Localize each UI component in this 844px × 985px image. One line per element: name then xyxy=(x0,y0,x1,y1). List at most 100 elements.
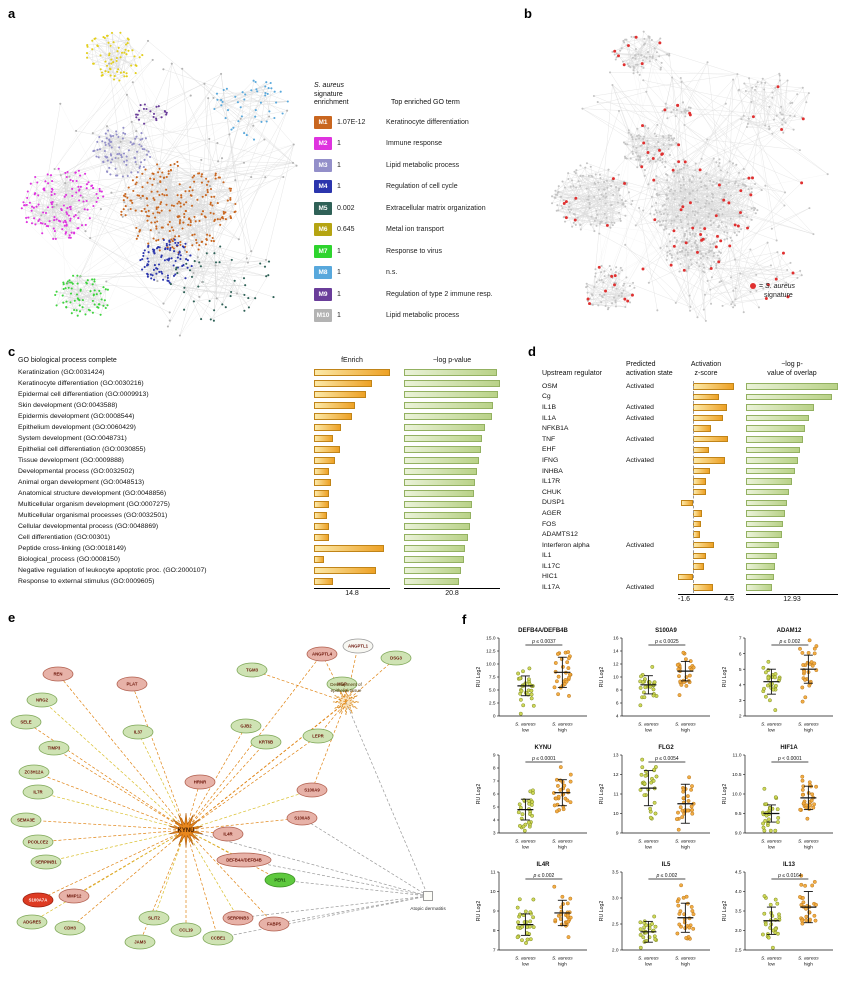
zscore-cell xyxy=(678,381,734,392)
logp-bar-cell xyxy=(404,369,500,376)
logp-bar-cell xyxy=(404,479,500,486)
module-row: M9 1 Regulation of type 2 immune resp. xyxy=(314,284,528,306)
dots-high xyxy=(798,774,819,821)
overlap-bar xyxy=(746,510,786,517)
regulator-row: DUSP1 xyxy=(542,498,842,509)
module-enrichment: 0.645 xyxy=(337,226,355,234)
gene-node: FABP5 xyxy=(258,916,290,932)
regulator-row: IL1B Activated xyxy=(542,402,842,413)
gene-node: SERPINB3 xyxy=(222,910,254,926)
module-enrichment: 1 xyxy=(337,140,341,148)
go-term-label: Biological_process (GO:0008150) xyxy=(18,556,121,563)
panel-f-label: f xyxy=(462,612,467,627)
overlap-cell xyxy=(746,573,838,581)
logp-bar-cell xyxy=(404,380,500,387)
logp-bar-cell xyxy=(404,435,500,442)
dots-high xyxy=(798,638,819,704)
zscore-bar xyxy=(692,393,720,401)
go-term-row: Keratinocyte differentiation (GO:0030216… xyxy=(18,378,518,389)
fenrich-bar-cell xyxy=(314,435,390,442)
go-term-row: Keratinization (GO:0031424) xyxy=(18,367,518,378)
species-name: S. aureus xyxy=(765,283,796,290)
svg-text:5.0: 5.0 xyxy=(489,688,496,694)
svg-text:S100A7A: S100A7A xyxy=(29,898,48,903)
overlap-cell xyxy=(746,383,838,390)
logp-bar xyxy=(404,457,479,464)
logp-column-header: −log p-value xyxy=(432,357,472,364)
go-term-label: Response to external stimulus (GO:000960… xyxy=(18,578,155,585)
svg-text:15.0: 15.0 xyxy=(486,636,496,642)
go-term-row: Cell differentiation (GO:00301) xyxy=(18,532,518,543)
module-chip-m9: M9 xyxy=(314,287,332,301)
go-enrichment-chart: GO biological process complete fEnrich −… xyxy=(18,352,518,597)
go-term-row: Tissue development (GO:0009888) xyxy=(18,455,518,466)
gene-node: SLIT2 xyxy=(138,910,170,926)
svg-text:REN: REN xyxy=(53,672,62,677)
fenrich-bar xyxy=(314,435,333,442)
go-term-row: Biological_process (GO:0008150) xyxy=(18,554,518,565)
regulator-name: Cg xyxy=(542,393,551,401)
svg-text:JAM3: JAM3 xyxy=(134,940,146,945)
overlap-bar xyxy=(746,531,782,538)
module-legend-rows: M1 1.07E-12 Keratinocyte differentiation M2… xyxy=(314,112,528,327)
fenrich-bar-cell xyxy=(314,468,390,475)
go-term-label: Peptide cross-linking (GO:0018149) xyxy=(18,545,127,552)
svg-text:PCOLCE2: PCOLCE2 xyxy=(28,840,49,845)
overlap-bar xyxy=(746,563,776,570)
logp-bar xyxy=(404,578,460,585)
dots-low xyxy=(638,914,659,950)
panel-d-label: d xyxy=(528,344,536,359)
zscore-bar xyxy=(678,573,693,581)
zscore-bar xyxy=(692,404,727,411)
logp-bar xyxy=(404,424,486,431)
svg-text:PLAT: PLAT xyxy=(127,682,138,687)
upstream-chart-axes: -1.6 4.5 12.93 xyxy=(542,593,842,603)
svg-text:7.5: 7.5 xyxy=(489,675,496,681)
gene-node: ANGPTL1 xyxy=(342,638,374,654)
zscore-bar xyxy=(692,541,714,549)
overlap-bar xyxy=(746,573,774,581)
error-bar-low xyxy=(517,675,534,697)
logp-bar xyxy=(404,501,473,508)
overlap-cell xyxy=(746,552,838,560)
logp-bar-cell xyxy=(404,391,500,398)
gene-node: PER1 xyxy=(264,872,296,888)
regulator-row: Interferon alpha Activated xyxy=(542,540,842,551)
fenrich-bar xyxy=(314,446,340,453)
module-go-term: n.s. xyxy=(386,269,398,277)
module-chip-m10: M10 xyxy=(314,309,332,323)
fenrich-bar-cell xyxy=(314,446,390,453)
dots-low xyxy=(761,659,782,713)
go-term-label: Animal organ development (GO:0048513) xyxy=(18,479,145,486)
fenrich-bar-cell xyxy=(314,501,390,508)
module-chip-m7: M7 xyxy=(314,244,332,258)
go-term-label: Multicellular organismal processes (GO:0… xyxy=(18,512,168,519)
regulator-name: HIC1 xyxy=(542,573,558,581)
svg-text:ADGRE5: ADGRE5 xyxy=(23,920,42,925)
module-row: M3 1 Lipid metabolic process xyxy=(314,155,528,177)
dots-low xyxy=(760,786,781,833)
atopic-dermatitis-node: Atopic dermatitis xyxy=(410,891,446,912)
svg-text:SERPINB1: SERPINB1 xyxy=(35,860,57,865)
svg-text:DEFB4A/DEFB4B: DEFB4A/DEFB4B xyxy=(226,858,262,863)
regulator-row: OSM Activated xyxy=(542,381,842,392)
logp-bar-cell xyxy=(404,402,500,409)
zscore-cell xyxy=(678,498,734,509)
gene-node: REN xyxy=(42,666,74,682)
zscore-cell xyxy=(678,529,734,540)
gene-node: TGM3 xyxy=(236,662,268,678)
error-bar-low xyxy=(640,920,657,943)
activation-state: Activated xyxy=(626,382,654,390)
module-row: M1 1.07E-12 Keratinocyte differentiation xyxy=(314,112,528,134)
fenrich-bar xyxy=(314,380,372,387)
fenrich-bar-cell xyxy=(314,457,390,464)
svg-text:CCL19: CCL19 xyxy=(179,928,193,933)
svg-text:PER1: PER1 xyxy=(274,878,286,883)
module-row: M5 0.002 Extracellular matrix organization xyxy=(314,198,528,220)
module-chip-m6: M6 xyxy=(314,223,332,237)
go-term-label: Anatomical structure development (GO:004… xyxy=(18,490,167,497)
svg-text:S. aureus: S. aureus xyxy=(552,722,573,728)
svg-text:S100A8: S100A8 xyxy=(294,816,310,821)
